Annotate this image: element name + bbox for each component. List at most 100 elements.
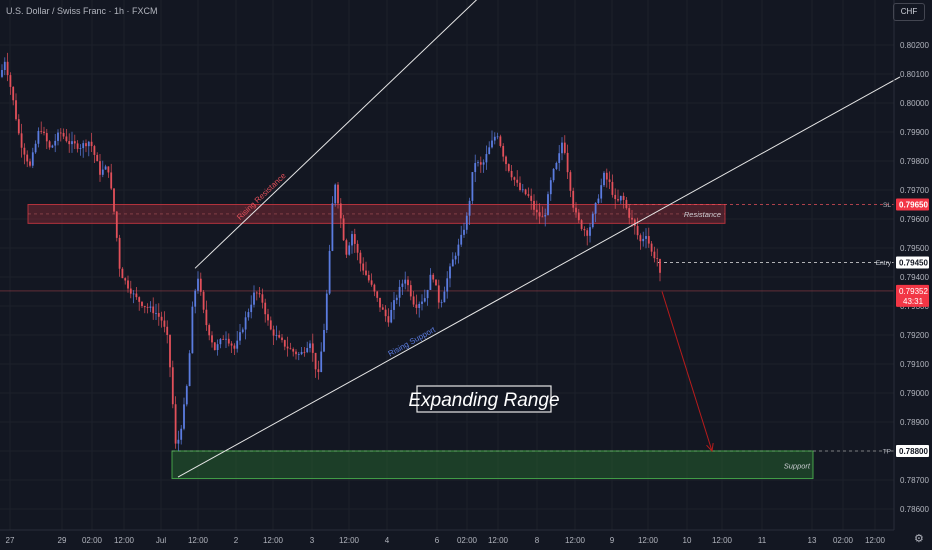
candle-body	[311, 343, 314, 353]
candle-body	[485, 154, 488, 163]
candle-body	[244, 317, 247, 330]
candle-body	[138, 297, 141, 302]
symbol-title: U.S. Dollar / Swiss Franc · 1h · FXCM	[6, 6, 158, 16]
candle-body	[73, 141, 76, 144]
x-tick-label: 3	[310, 536, 315, 545]
candle-body	[309, 343, 311, 349]
candle-body	[451, 259, 454, 267]
candle-body	[199, 278, 202, 292]
currency-button[interactable]: CHF	[893, 3, 925, 21]
candle-body	[236, 340, 239, 349]
candle-body	[163, 320, 166, 327]
candle-body	[325, 293, 328, 330]
candle-body	[23, 147, 26, 155]
candle-body	[345, 240, 348, 255]
pattern-title: Expanding Range	[408, 390, 559, 411]
candle-body	[575, 207, 577, 213]
candle-body	[59, 132, 62, 134]
support-zone[interactable]	[171, 450, 814, 480]
candle-body	[572, 190, 575, 208]
candle-body	[227, 338, 230, 344]
candle-body	[586, 230, 589, 236]
candle-body	[99, 161, 101, 175]
candle-body	[306, 348, 309, 353]
candle-body	[183, 404, 185, 429]
candle-body	[639, 235, 642, 242]
candle-body	[87, 141, 90, 147]
candle-body	[272, 329, 275, 336]
y-tick-label: 0.80000	[900, 99, 929, 108]
candle-body	[395, 297, 398, 301]
y-tick-label: 0.79000	[900, 389, 929, 398]
gear-icon[interactable]: ⚙	[914, 533, 924, 545]
candle-body	[373, 284, 376, 292]
candle-body	[507, 164, 510, 171]
candle-body	[482, 162, 485, 165]
entry-price: 0.79450	[899, 259, 928, 268]
candle-body	[225, 338, 227, 340]
candle-body	[264, 302, 267, 315]
candle-body	[429, 274, 432, 290]
candle-body	[359, 252, 362, 264]
candle-body	[409, 285, 412, 297]
x-tick-label: 02:00	[457, 536, 478, 545]
candle-body	[20, 133, 23, 148]
x-tick-label: 6	[435, 536, 440, 545]
candle-body	[454, 255, 457, 260]
tp-label: TP	[883, 449, 891, 456]
candle-body	[107, 166, 110, 173]
candle-body	[625, 199, 628, 209]
candle-body	[566, 152, 569, 173]
candle-body	[460, 234, 463, 245]
pattern-title-box[interactable]: Expanding Range	[408, 385, 560, 413]
candle-body	[591, 213, 594, 228]
candle-body	[289, 348, 292, 350]
candle-body	[437, 285, 440, 303]
candle-body	[351, 234, 353, 246]
candle-body	[583, 228, 586, 231]
candle-body	[365, 270, 367, 275]
candle-body	[297, 354, 300, 355]
candle-body	[295, 351, 297, 355]
candle-body	[440, 302, 443, 304]
candle-body	[177, 439, 180, 444]
candle-body	[180, 428, 183, 440]
candle-body	[334, 184, 337, 204]
candle-body	[62, 132, 65, 137]
candle-body	[558, 153, 561, 163]
candle-body	[549, 180, 552, 195]
x-tick-label: 02:00	[82, 536, 103, 545]
x-tick-label: 12:00	[188, 536, 209, 545]
candle-body	[519, 182, 521, 190]
candle-body	[499, 136, 502, 146]
candle-body	[589, 227, 591, 236]
candle-body	[239, 332, 241, 341]
candle-body	[390, 309, 393, 323]
candle-body	[538, 212, 541, 217]
candle-body	[166, 326, 169, 335]
candle-body	[208, 325, 211, 336]
target-arrow-line[interactable]	[661, 291, 713, 452]
candle-body	[510, 170, 513, 178]
x-tick-label: Jul	[156, 536, 166, 545]
candle-body	[85, 143, 87, 147]
x-tick-label: 12:00	[339, 536, 360, 545]
target-arrow-head	[706, 443, 714, 453]
candle-body	[479, 162, 482, 165]
y-tick-label: 0.80200	[900, 41, 929, 50]
candle-body	[213, 342, 216, 351]
x-tick-label: 8	[535, 536, 540, 545]
candle-body	[230, 343, 233, 346]
candle-body	[3, 61, 6, 71]
candle-body	[544, 215, 547, 217]
candle-body	[76, 143, 79, 149]
rising-support-line[interactable]	[177, 76, 901, 478]
candle-body	[303, 351, 306, 353]
candle-body	[367, 274, 370, 281]
rising-resistance-line[interactable]	[194, 0, 490, 269]
candle-body	[412, 296, 415, 305]
candle-body	[40, 130, 43, 132]
candle-body	[331, 203, 334, 251]
candle-body	[155, 313, 157, 314]
